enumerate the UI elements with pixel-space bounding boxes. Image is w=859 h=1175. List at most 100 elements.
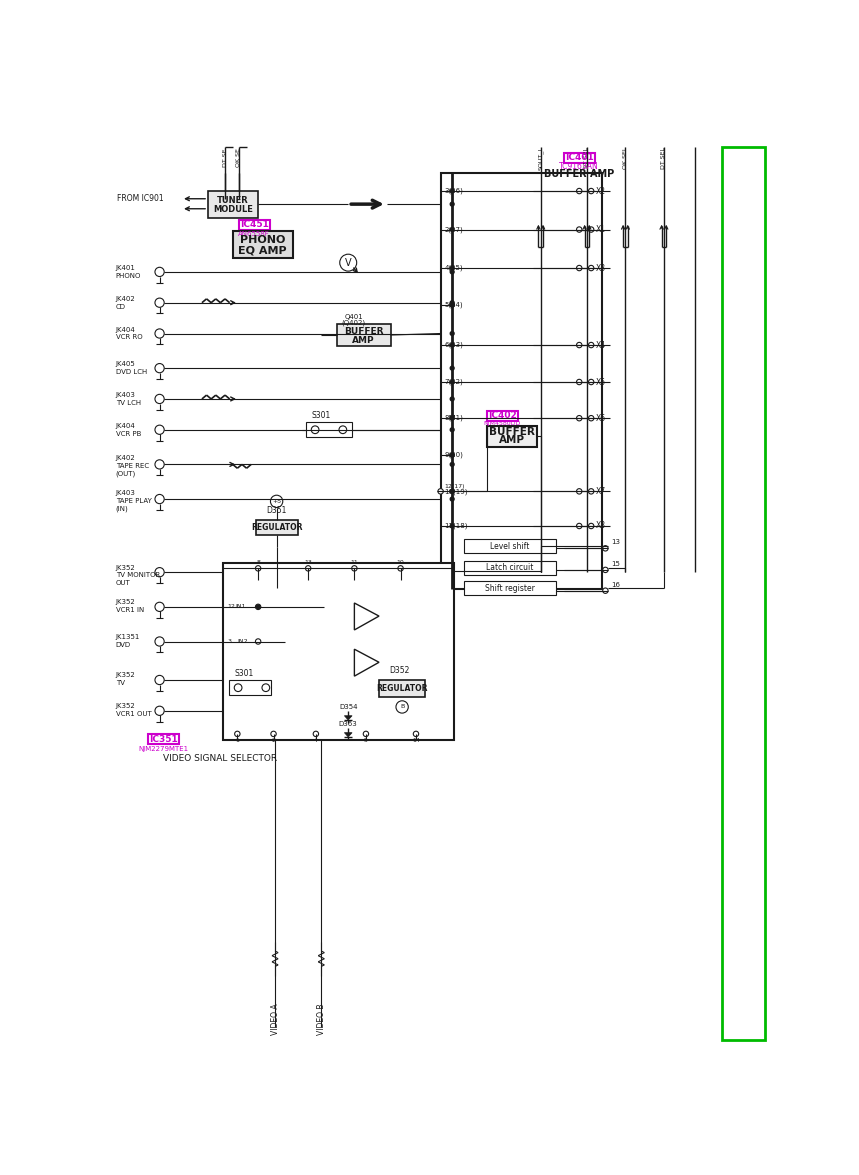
Text: CD: CD: [116, 303, 125, 309]
Circle shape: [588, 188, 594, 194]
Circle shape: [603, 545, 608, 551]
Text: NJM4580DD: NJM4580DD: [484, 421, 521, 427]
Text: 16: 16: [612, 582, 620, 588]
Text: VCR PB: VCR PB: [116, 430, 141, 437]
Circle shape: [450, 303, 454, 307]
Text: NJM2279MTE1: NJM2279MTE1: [138, 746, 188, 752]
Circle shape: [255, 604, 261, 610]
Circle shape: [576, 523, 582, 529]
Circle shape: [339, 425, 347, 434]
Bar: [239, 220, 270, 229]
Text: Q401: Q401: [344, 314, 363, 320]
Circle shape: [155, 676, 164, 685]
Text: TUNER: TUNER: [216, 196, 248, 204]
Circle shape: [311, 425, 319, 434]
Text: 3(26): 3(26): [444, 188, 463, 194]
Text: ST SEL: ST SEL: [584, 147, 589, 168]
Text: OUT: OUT: [116, 580, 131, 586]
Circle shape: [450, 331, 454, 335]
Text: JK401: JK401: [116, 266, 136, 271]
Text: TV MONITOR: TV MONITOR: [116, 572, 160, 578]
Circle shape: [588, 416, 594, 421]
Circle shape: [450, 301, 454, 304]
Text: X2: X2: [596, 187, 606, 195]
Text: Shift register: Shift register: [485, 584, 535, 593]
Text: AMP: AMP: [499, 435, 525, 445]
Circle shape: [450, 343, 454, 347]
Circle shape: [450, 303, 454, 307]
Circle shape: [450, 202, 454, 206]
Text: VCR RO: VCR RO: [116, 335, 143, 341]
Circle shape: [413, 731, 418, 737]
Bar: [306, 422, 352, 437]
Text: 5: 5: [364, 738, 368, 743]
Circle shape: [155, 395, 164, 403]
Circle shape: [271, 731, 277, 737]
Circle shape: [396, 700, 408, 713]
Text: 1: 1: [235, 738, 240, 743]
Circle shape: [450, 463, 454, 466]
Circle shape: [576, 380, 582, 384]
Text: TV LCH: TV LCH: [116, 400, 141, 405]
Circle shape: [450, 397, 454, 401]
Text: TAPE REC: TAPE REC: [116, 463, 149, 469]
Circle shape: [576, 416, 582, 421]
Text: DT SE: DT SE: [222, 149, 228, 167]
Bar: [464, 539, 556, 553]
Text: D354: D354: [339, 704, 357, 710]
Text: 8(21): 8(21): [444, 415, 463, 422]
Text: JK404: JK404: [116, 423, 136, 429]
Text: 15: 15: [612, 560, 620, 566]
Text: JK403: JK403: [116, 392, 136, 398]
Text: 11(18): 11(18): [444, 523, 468, 529]
Text: JK352: JK352: [116, 672, 136, 678]
Text: JK402: JK402: [116, 455, 136, 462]
Text: JK403: JK403: [116, 490, 136, 496]
Bar: [487, 411, 518, 422]
Circle shape: [255, 565, 261, 571]
Polygon shape: [344, 733, 352, 737]
Bar: [223, 563, 454, 740]
Circle shape: [603, 568, 608, 572]
Circle shape: [450, 416, 454, 421]
Bar: [464, 582, 556, 596]
Circle shape: [450, 228, 454, 231]
Circle shape: [588, 489, 594, 493]
Circle shape: [255, 639, 261, 644]
Text: IC451: IC451: [240, 221, 269, 229]
Circle shape: [588, 342, 594, 348]
Circle shape: [155, 329, 164, 338]
Text: VCR1 IN: VCR1 IN: [116, 607, 144, 613]
Text: S301: S301: [235, 670, 254, 678]
Circle shape: [314, 731, 319, 737]
Text: X8: X8: [596, 522, 606, 530]
Polygon shape: [344, 716, 352, 720]
Text: OK SE: OK SE: [236, 148, 241, 167]
Circle shape: [576, 342, 582, 348]
Circle shape: [363, 731, 369, 737]
Text: 13: 13: [304, 560, 312, 565]
Bar: [722, 147, 765, 1040]
Text: D352: D352: [390, 666, 410, 676]
Bar: [441, 174, 602, 589]
Circle shape: [576, 489, 582, 493]
Text: JK352: JK352: [116, 564, 136, 571]
Circle shape: [450, 497, 454, 501]
Text: X1: X1: [596, 226, 606, 234]
Circle shape: [155, 568, 164, 577]
Text: DVD: DVD: [116, 642, 131, 647]
Text: S301: S301: [312, 411, 331, 421]
Text: (IN): (IN): [116, 505, 129, 511]
Text: 2: 2: [271, 738, 276, 743]
Text: PHONO: PHONO: [116, 273, 141, 278]
Text: V: V: [345, 257, 351, 268]
Text: JK1351: JK1351: [116, 633, 140, 640]
Text: TC9163AN: TC9163AN: [559, 162, 599, 170]
Bar: [148, 734, 179, 744]
Circle shape: [450, 367, 454, 370]
Circle shape: [155, 706, 164, 716]
Text: JK352: JK352: [116, 703, 136, 710]
Circle shape: [450, 454, 454, 457]
Circle shape: [450, 490, 454, 493]
Circle shape: [155, 637, 164, 646]
